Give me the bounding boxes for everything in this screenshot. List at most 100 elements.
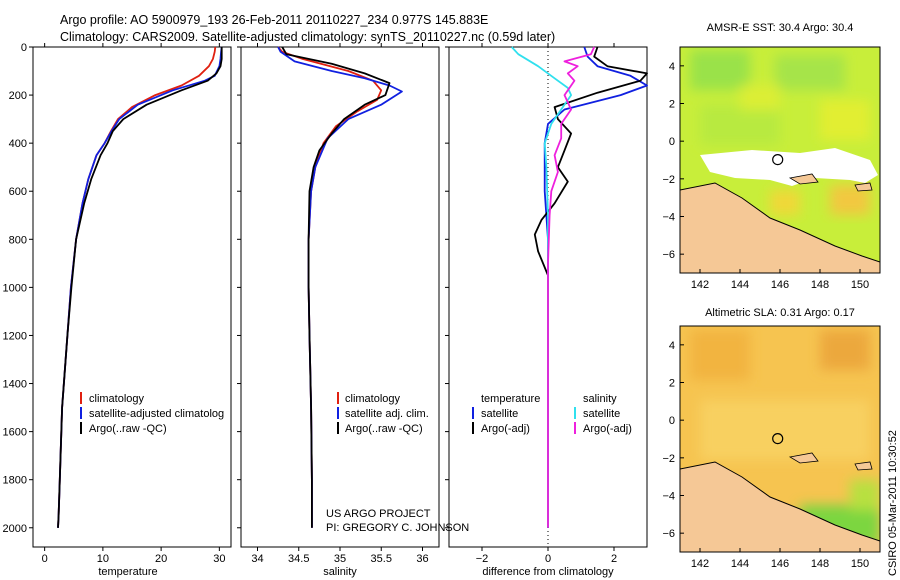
map-y-tick-label: −2 [662,453,675,465]
sla-map-ticks: 142 144 146 148 150 −6 −4 −2 0 2 4 [662,340,869,570]
legend-title-salinity: salinity [583,393,617,405]
map-y-tick-label: −6 [662,528,675,540]
legend-label-climatology: climatology [89,393,145,405]
map-y-tick-label: 4 [669,340,675,352]
legend-label-sal-satellite: satellite [583,408,620,420]
map-x-tick-label: 142 [691,279,709,291]
temperature-panel: 0 10 20 30 0 200 400 600 800 1000 1200 1400 1600 1800… [3,42,232,578]
salinity-ticks: 34 34.5 35 35.5 36 [237,43,429,565]
map-y-tick-label: −6 [662,249,675,261]
x-tick-label: 34 [251,553,263,565]
map-x-tick-label: 148 [811,279,829,291]
map-y-tick-label: 2 [669,378,675,390]
series-line-satellite-adj-clim- [277,46,403,528]
x-tick-label: 20 [155,553,167,565]
map-x-tick-label: 144 [731,558,749,570]
sst-map-title: AMSR-E SST: 30.4 Argo: 30.4 [707,22,854,34]
map-x-tick-label: 146 [771,279,789,291]
y-tick-label: 200 [9,90,27,102]
y-tick-label: 1200 [3,330,27,342]
salinity-axes-frame [240,46,440,548]
map-y-tick-label: −4 [662,491,675,503]
x-tick-label: 35.5 [371,553,392,565]
difference-ticks: −2 0 2 [445,43,617,565]
legend-label-sal-argo: Argo(-adj) [583,423,632,435]
y-tick-label: 1800 [3,475,27,487]
series-line-argo-raw-qc- [281,46,391,528]
difference-series [511,46,648,528]
x-tick-label: 35 [334,553,346,565]
map-x-tick-label: 142 [691,558,709,570]
argo-float-marker [772,154,784,166]
map-y-tick-label: 4 [669,61,675,73]
series-line-climatology [57,46,217,528]
map-y-tick-label: 0 [669,136,675,148]
project-pi: PI: GREGORY C. JOHNSON [326,522,469,534]
map-x-tick-label: 150 [851,279,869,291]
map-x-tick-label: 146 [771,558,789,570]
sla-map-title: Altimetric SLA: 0.31 Argo: 0.17 [705,307,855,319]
legend-title-temperature: temperature [481,393,540,405]
series-line-temperature-satellite [543,46,648,528]
map-x-tick-label: 150 [851,558,869,570]
x-tick-label: 34.5 [288,553,309,565]
y-tick-label: 800 [9,234,27,246]
series-line-temperature-argo-adj- [533,46,648,528]
sla-coastline-land [680,461,880,552]
map-y-tick-label: 0 [669,415,675,427]
legend-label-argo: Argo(..raw -QC) [89,423,167,435]
project-name: US ARGO PROJECT [326,508,431,520]
map-y-tick-label: −2 [662,174,675,186]
map-y-tick-label: 2 [669,99,675,111]
series-line-salinity-argo-adj- [547,46,596,528]
map-x-tick-label: 144 [731,279,749,291]
header-line-2: Climatology: CARS2009. Satellite-adjuste… [60,30,555,44]
legend-label-argo: Argo(..raw -QC) [345,423,423,435]
y-tick-label: 1000 [3,282,27,294]
x-tick-label: 36 [416,553,428,565]
x-tick-label: 10 [97,553,109,565]
difference-panel: −2 0 2 difference from climatology tempera… [445,43,648,578]
y-tick-label: 2000 [3,523,27,535]
sla-map-panel: Altimetric SLA: 0.31 Argo: 0.17 142 144 14… [662,307,881,570]
y-tick-label: 1600 [3,427,27,439]
sst-missing-data [700,148,878,186]
y-tick-label: 600 [9,186,27,198]
sst-map-panel: AMSR-E SST: 30.4 Argo: 30.4 142 144 146 148… [662,22,881,291]
temperature-series [57,46,223,528]
difference-legend: temperature satellite Argo(-adj) salinit… [472,393,632,435]
x-tick-label: −2 [476,553,489,565]
map-x-tick-label: 148 [811,558,829,570]
salinity-panel: 34 34.5 35 35.5 36 salinity climatology sate… [237,43,469,578]
series-line-salinity-satellite [511,46,572,528]
x-tick-label: 2 [611,553,617,565]
y-tick-label: 400 [9,138,27,150]
temperature-xlabel: temperature [98,566,157,578]
sla-islands [788,452,873,471]
salinity-series [277,46,403,528]
header-line-1: Argo profile: AO 5900979_193 26-Feb-2011… [60,13,488,27]
argo-float-marker [772,433,784,445]
temperature-axes-frame [32,46,232,548]
x-tick-label: 0 [42,553,48,565]
y-tick-label: 0 [21,42,27,54]
series-line-satellite-adjusted-climatolog [57,46,223,528]
legend-label-satellite: satellite adj. clim. [345,408,429,420]
x-tick-label: 30 [213,553,225,565]
series-line-climatology [277,46,383,528]
legend-label-temp-satellite: satellite [481,408,518,420]
salinity-legend: climatology satellite adj. clim. Argo(..… [337,392,429,435]
salinity-xlabel: salinity [323,566,357,578]
difference-xlabel: difference from climatology [482,566,614,578]
legend-label-temp-argo: Argo(-adj) [481,423,530,435]
temperature-legend: climatology satellite-adjusted climatolo… [80,392,224,435]
sst-map-ticks: 142 144 146 148 150 −6 −4 −2 0 2 4 [662,61,869,291]
map-y-tick-label: −4 [662,212,675,224]
y-tick-label: 1400 [3,379,27,391]
legend-label-satellite: satellite-adjusted climatolog [89,408,224,420]
sst-coastline-land [680,182,880,273]
legend-label-climatology: climatology [345,393,401,405]
series-line-argo-raw-qc- [57,47,223,528]
csiro-timestamp: CSIRO 05-Mar-2011 10:30:52 [887,430,899,576]
